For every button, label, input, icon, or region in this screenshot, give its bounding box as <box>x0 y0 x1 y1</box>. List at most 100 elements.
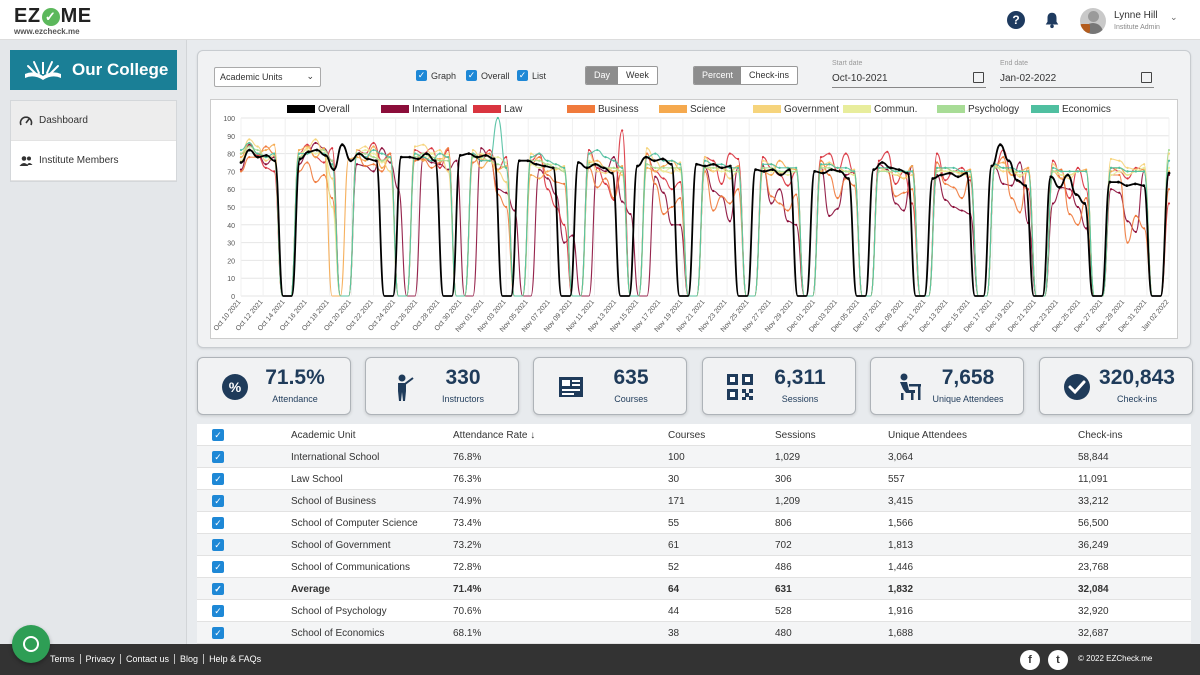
row-checkbox[interactable]: ✓ <box>212 539 224 551</box>
data-point <box>952 170 955 173</box>
college-banner[interactable]: Our College <box>10 50 177 90</box>
data-point <box>471 161 475 164</box>
data-point <box>256 145 259 148</box>
day-button[interactable]: Day <box>586 67 619 84</box>
footer-link-terms[interactable]: Terms <box>50 654 75 664</box>
data-point <box>960 166 963 169</box>
academic-units-select[interactable]: Academic Units ⌄ <box>214 67 321 87</box>
header-sessions[interactable]: Sessions <box>775 430 816 441</box>
row-checkbox[interactable]: ✓ <box>212 583 224 595</box>
stat-card-instructors: 330 Instructors <box>365 357 519 415</box>
overall-checkbox[interactable]: ✓ Overall <box>466 70 510 81</box>
percent-icon: % <box>222 374 248 400</box>
data-point <box>828 163 831 166</box>
start-date-field[interactable]: Start date Oct-10-2021 <box>832 60 986 88</box>
calendar-icon[interactable] <box>973 72 984 83</box>
select-all-checkbox[interactable]: ✓ <box>212 429 224 441</box>
data-point <box>430 152 433 155</box>
data-point <box>770 202 773 205</box>
data-point <box>712 166 715 169</box>
data-point <box>571 234 574 237</box>
data-point <box>518 159 521 163</box>
bell-icon[interactable] <box>1043 11 1061 29</box>
data-point <box>366 157 369 161</box>
list-checkbox[interactable]: ✓ List <box>517 70 546 81</box>
data-point <box>993 166 997 169</box>
data-point <box>1134 166 1137 169</box>
data-point <box>306 161 309 164</box>
data-point <box>389 156 392 159</box>
calendar-icon[interactable] <box>1141 72 1152 83</box>
row-checkbox[interactable]: ✓ <box>212 517 224 529</box>
row-checkbox[interactable]: ✓ <box>212 627 224 639</box>
row-checkbox[interactable]: ✓ <box>212 451 224 463</box>
row-checkbox[interactable]: ✓ <box>212 605 224 617</box>
footer-link-blog[interactable]: Blog <box>174 654 203 664</box>
data-point <box>720 182 723 185</box>
data-point <box>380 147 383 150</box>
data-point <box>1049 175 1053 179</box>
cell-unit: Average <box>291 584 331 595</box>
data-point <box>438 157 441 161</box>
chevron-down-icon[interactable]: ⌄ <box>1170 12 1178 22</box>
facebook-icon[interactable]: f <box>1020 650 1040 670</box>
footer-link-help[interactable]: Help & FAQs <box>203 654 266 664</box>
data-point <box>543 164 547 168</box>
help-icon[interactable]: ? <box>1007 11 1025 29</box>
cell-courses: 30 <box>668 474 680 485</box>
data-point <box>712 170 715 173</box>
data-point <box>389 161 392 164</box>
data-point <box>621 129 624 132</box>
header-courses[interactable]: Courses <box>668 430 706 441</box>
data-point <box>332 168 336 172</box>
data-point <box>670 188 673 191</box>
start-date-value: Oct-10-2021 <box>832 73 888 84</box>
data-point <box>990 164 994 168</box>
end-date-field[interactable]: End date Jan-02-2022 <box>1000 60 1154 88</box>
row-checkbox[interactable]: ✓ <box>212 473 224 485</box>
data-point <box>1018 170 1021 173</box>
data-point <box>416 157 420 161</box>
data-point <box>1024 184 1027 188</box>
cell-attendees: 1,446 <box>888 562 914 573</box>
data-point <box>965 171 968 175</box>
data-point <box>438 163 441 166</box>
twitter-icon[interactable]: t <box>1048 650 1068 670</box>
footer-link-privacy[interactable]: Privacy <box>79 654 121 664</box>
avatar[interactable] <box>1080 8 1106 34</box>
header-attendance-rate[interactable]: Attendance Rate ↓ <box>453 430 536 441</box>
sidebar-item-dashboard[interactable]: Dashboard <box>11 101 176 141</box>
header-unique-attendees[interactable]: Unique Attendees <box>888 430 967 441</box>
cell-rate: 76.3% <box>453 474 482 485</box>
y-tick-label: 80 <box>227 152 235 159</box>
data-point <box>931 177 935 180</box>
data-point <box>297 148 301 152</box>
logo[interactable]: EZ ✓ ME www.ezcheck.me <box>14 5 92 36</box>
percent-button[interactable]: Percent <box>694 67 742 84</box>
week-button[interactable]: Week <box>626 70 649 80</box>
checkins-button[interactable]: Check-ins <box>749 70 790 80</box>
sidebar-nav: Dashboard Institute Members <box>10 100 177 182</box>
data-point <box>621 170 624 173</box>
cell-rate: 74.9% <box>453 496 482 507</box>
stat-value: 320,843 <box>1099 366 1175 389</box>
data-point <box>761 166 765 169</box>
header-academic-unit[interactable]: Academic Unit <box>291 430 356 441</box>
data-point <box>1018 161 1021 164</box>
data-point <box>322 147 325 150</box>
data-point <box>413 159 417 162</box>
sidebar-item-institute-members[interactable]: Institute Members <box>11 141 176 181</box>
chat-button[interactable] <box>12 625 50 663</box>
data-point <box>629 213 632 216</box>
header-checkins[interactable]: Check-ins <box>1078 430 1123 441</box>
data-point <box>458 153 462 157</box>
data-point <box>1167 159 1171 162</box>
data-point <box>728 220 731 223</box>
data-point <box>538 159 541 162</box>
footer-link-contact[interactable]: Contact us <box>120 654 174 664</box>
row-checkbox[interactable]: ✓ <box>212 495 224 507</box>
graph-checkbox[interactable]: ✓ Graph <box>416 70 456 81</box>
row-checkbox[interactable]: ✓ <box>212 561 224 573</box>
data-point <box>1068 197 1071 200</box>
user-name[interactable]: Lynne Hill <box>1114 10 1158 21</box>
